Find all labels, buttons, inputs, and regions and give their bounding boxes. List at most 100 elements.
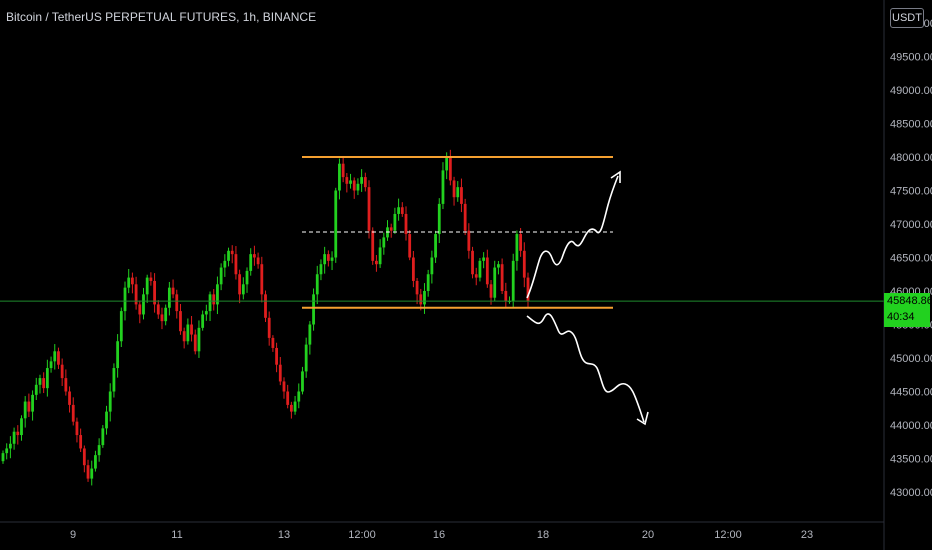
- candle-body: [334, 190, 338, 258]
- time-tick-label: 12:00: [348, 529, 376, 541]
- candle-body: [94, 455, 97, 469]
- candle-body: [197, 327, 201, 352]
- time-tick-label: 18: [537, 529, 549, 541]
- candle-body: [34, 384, 38, 395]
- candle-body: [419, 294, 423, 305]
- candle-body: [156, 304, 160, 315]
- candle-body: [219, 267, 223, 285]
- candle-body: [38, 378, 42, 385]
- candle-body: [301, 371, 304, 392]
- candle-body: [526, 277, 530, 302]
- candle-body: [216, 284, 219, 305]
- candle-body: [467, 230, 471, 251]
- candle-body: [68, 391, 71, 405]
- candle-body: [345, 177, 349, 184]
- candle-body: [86, 465, 90, 479]
- bar-countdown: 40:34: [887, 311, 915, 323]
- candle-body: [45, 368, 49, 389]
- candle-body: [238, 274, 242, 295]
- drawing-overlays: [0, 156, 884, 426]
- candle-body: [415, 280, 419, 295]
- candle-body: [164, 307, 168, 322]
- candle-body: [378, 247, 382, 265]
- candle-body: [522, 250, 526, 278]
- price-tick-label: 49000.00: [890, 85, 932, 97]
- candle-body: [57, 351, 60, 365]
- candle-body: [411, 257, 415, 281]
- candle-body: [356, 183, 360, 191]
- candle-body: [27, 401, 31, 412]
- candle-body: [79, 435, 83, 449]
- candle-body: [108, 391, 112, 412]
- candle-body: [456, 187, 460, 198]
- candle-body: [241, 284, 245, 295]
- candle-body: [71, 404, 75, 422]
- candle-body: [201, 314, 205, 328]
- currency-badge[interactable]: USDT: [890, 8, 924, 28]
- candle-body: [312, 294, 315, 325]
- candle-body: [478, 260, 482, 278]
- candle-body: [253, 254, 256, 258]
- price-tick-label: 48500.00: [890, 119, 932, 131]
- candle-body: [20, 418, 23, 436]
- candle-body: [408, 234, 412, 258]
- candle-body: [204, 311, 208, 315]
- time-tick-label: 20: [642, 529, 654, 541]
- time-tick-label: 12:00: [714, 529, 742, 541]
- time-tick-label: 11: [171, 529, 182, 541]
- price-tick-label: 47500.00: [890, 186, 932, 198]
- candle-body: [474, 274, 478, 278]
- chart-title: Bitcoin / TetherUS PERPETUAL FUTURES, 1h…: [6, 10, 317, 24]
- price-tick-label: 43500.00: [890, 454, 932, 466]
- candle-body: [190, 324, 193, 335]
- time-axis: 9 11 13 12:00 16 18 20 12:00 23: [0, 521, 884, 541]
- candle-body: [212, 294, 216, 305]
- candle-body: [227, 250, 230, 261]
- candle-body: [460, 187, 463, 204]
- candle-body: [448, 157, 452, 181]
- candle-body: [186, 324, 190, 342]
- candle-body: [519, 234, 523, 251]
- candle-body: [101, 428, 105, 446]
- candle-body: [167, 287, 171, 308]
- candle-body: [500, 264, 504, 291]
- candle-body: [489, 284, 493, 298]
- price-tick-label: 47000.00: [890, 219, 932, 231]
- candle-body: [375, 260, 378, 265]
- candle-body: [145, 277, 149, 295]
- candle-body: [127, 277, 131, 288]
- candle-body: [367, 187, 371, 231]
- candle-body: [371, 230, 375, 261]
- candle-body: [482, 257, 486, 261]
- candle-body: [511, 260, 515, 302]
- candle-body: [330, 257, 334, 261]
- candle-body: [53, 351, 57, 362]
- candle-body: [119, 311, 123, 342]
- candle-body: [434, 234, 437, 258]
- candle-body: [175, 294, 179, 312]
- candle-body: [230, 250, 234, 255]
- candle-body: [260, 264, 264, 295]
- candle-body: [160, 314, 164, 322]
- candle-body: [289, 404, 293, 412]
- candle-body: [8, 443, 12, 449]
- price-tick-label: 45000.00: [890, 353, 932, 365]
- candle-body: [363, 177, 367, 188]
- candle-body: [64, 378, 68, 392]
- candle-body: [504, 291, 508, 302]
- candle-body: [404, 213, 408, 235]
- candle-body: [5, 448, 9, 454]
- candles-group: [1, 149, 530, 486]
- candle-body: [463, 203, 467, 231]
- candle-body: [42, 378, 46, 389]
- candle-body: [31, 394, 34, 412]
- candle-body: [134, 284, 138, 305]
- candle-body: [171, 287, 175, 295]
- candle-body: [256, 257, 260, 265]
- bullish-projection-path: [526, 175, 619, 299]
- candle-body: [341, 163, 345, 178]
- candle-body: [208, 294, 212, 312]
- candle-body: [441, 170, 445, 204]
- candle-body: [193, 334, 197, 352]
